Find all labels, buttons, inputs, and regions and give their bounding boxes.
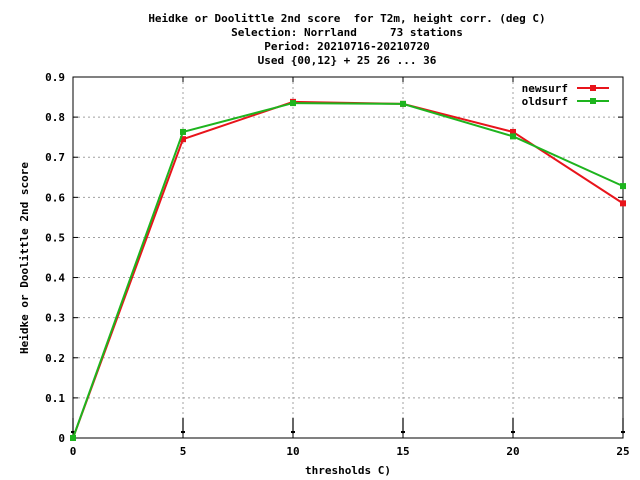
- x-tick-label: 15: [396, 445, 409, 458]
- error-markers: [71, 418, 625, 434]
- y-tick-label: 0.3: [45, 312, 65, 325]
- data-point-oldsurf: [180, 128, 186, 135]
- data-point-newsurf: [510, 128, 516, 135]
- x-tick-label: 10: [286, 445, 299, 458]
- grid: [73, 77, 623, 438]
- y-tick-label: 0.2: [45, 352, 65, 365]
- y-tick-label: 0.5: [45, 231, 65, 244]
- y-tick-label: 0.9: [45, 71, 65, 84]
- x-tick-label: 25: [616, 445, 629, 458]
- data-point-newsurf: [180, 136, 186, 143]
- y-axis-label: Heidke or Doolittle 2nd score: [18, 162, 31, 354]
- y-tick-label: 0: [58, 432, 65, 445]
- data-point-oldsurf: [70, 435, 76, 441]
- y-tick-label: 0.1: [45, 392, 65, 405]
- y-tick-label: 0.8: [45, 111, 65, 124]
- chart-title: Heidke or Doolittle 2nd score for T2m, h…: [148, 12, 545, 67]
- legend-label: oldsurf: [522, 95, 568, 108]
- chart-title-line: Used {00,12} + 25 26 ... 36: [258, 54, 437, 67]
- y-tick-label: 0.4: [45, 272, 65, 285]
- series-line-newsurf: [72, 100, 624, 439]
- data-point-oldsurf: [400, 100, 406, 107]
- legend-swatch-marker: [590, 85, 596, 91]
- x-tick-label: 0: [70, 445, 77, 458]
- data-point-oldsurf: [510, 133, 516, 140]
- data-point-oldsurf: [620, 183, 626, 190]
- series-group: [70, 98, 626, 441]
- series-line-oldsurf: [72, 102, 624, 439]
- x-tick-label: 5: [180, 445, 187, 458]
- data-point-newsurf: [620, 200, 626, 207]
- chart-title-line: Selection: Norrland 73 stations: [231, 26, 463, 39]
- legend-label: newsurf: [522, 82, 568, 95]
- x-axis-label: thresholds C): [305, 464, 391, 477]
- data-point-oldsurf: [290, 100, 296, 107]
- chart-title-line: Period: 20210716-20210720: [264, 40, 430, 53]
- legend-swatch-marker: [590, 98, 596, 104]
- x-axis: 0 5 10 15 20 25: [70, 77, 630, 458]
- chart-title-line: Heidke or Doolittle 2nd score for T2m, h…: [148, 12, 545, 25]
- x-tick-label: 20: [506, 445, 519, 458]
- y-tick-label: 0.6: [45, 191, 65, 204]
- plot-frame: [72, 76, 624, 439]
- y-tick-label: 0.7: [45, 151, 65, 164]
- y-axis: 0 0.1 0.2 0.3 0.4 0.5 0.6 0.7 0.8 0.9: [45, 71, 623, 445]
